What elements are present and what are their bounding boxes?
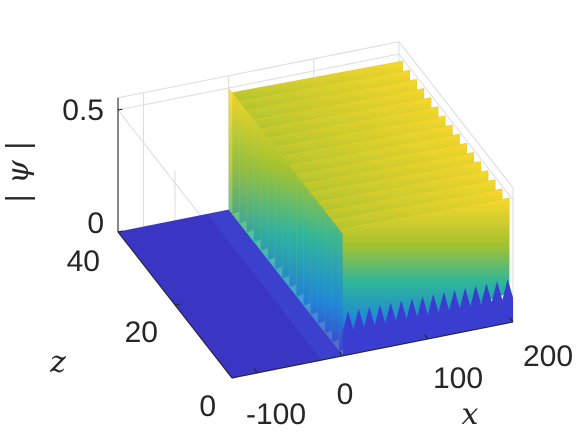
x-tick-mark (338, 351, 344, 357)
y-tick-label: 40 (67, 245, 100, 278)
y-tick-label: 20 (125, 316, 158, 349)
x-tick-label: 200 (523, 340, 573, 373)
axis-lines (117, 97, 514, 379)
surface-step-wall (228, 87, 343, 356)
surface-front-edge (342, 279, 513, 356)
x-tick-mark (253, 368, 258, 374)
surface-group (117, 60, 513, 379)
x-tick-mark (423, 334, 429, 340)
x-tick-label: 100 (433, 362, 483, 395)
y-axis-label: z (49, 345, 66, 380)
x-tick-mark (509, 317, 514, 323)
y-tick-mark (231, 376, 238, 379)
x-axis-line (231, 321, 514, 379)
x-tick-label: -100 (246, 398, 306, 431)
axes-box (117, 40, 514, 379)
z-tick-label: 0.5 (62, 94, 104, 127)
y-tick-label: 0 (199, 390, 216, 423)
z-tick-mark (117, 108, 123, 111)
z-axis-label: | ψ | (1, 141, 36, 204)
y-tick-mark (174, 303, 181, 306)
x-axis-label: x (462, 397, 479, 432)
z-tick-label: 0 (87, 207, 104, 240)
x-tick-label: 0 (337, 378, 354, 411)
z-tick-mark (117, 230, 123, 233)
surface-ramp (207, 209, 343, 361)
